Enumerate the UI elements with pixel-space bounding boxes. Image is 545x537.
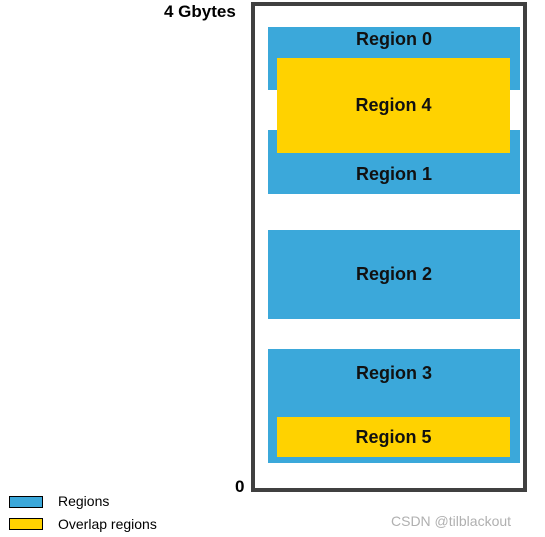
region-4-label: Region 4 bbox=[355, 95, 432, 115]
region-2-label: Region 2 bbox=[355, 264, 432, 284]
region-5-label: Region 5 bbox=[355, 426, 432, 447]
legend-swatch-overlap bbox=[9, 518, 43, 530]
legend-label-overlap: Overlap regions bbox=[58, 516, 157, 532]
region-3-label: Region 3 bbox=[355, 363, 432, 383]
region-5-overlap: Region 5 bbox=[277, 417, 510, 457]
bottom-address-label: 0 bbox=[235, 477, 245, 496]
watermark: CSDN @tilblackout bbox=[391, 513, 512, 529]
legend-swatch-regions bbox=[9, 496, 43, 508]
region-2: Region 2 bbox=[268, 230, 520, 319]
region-4-overlap: Region 4 bbox=[277, 58, 510, 153]
legend-label-regions: Regions bbox=[58, 493, 110, 509]
top-address-label: 4 Gbytes bbox=[164, 2, 236, 21]
region-0-label: Region 0 bbox=[355, 29, 432, 49]
region-1-label: Region 1 bbox=[355, 163, 432, 184]
